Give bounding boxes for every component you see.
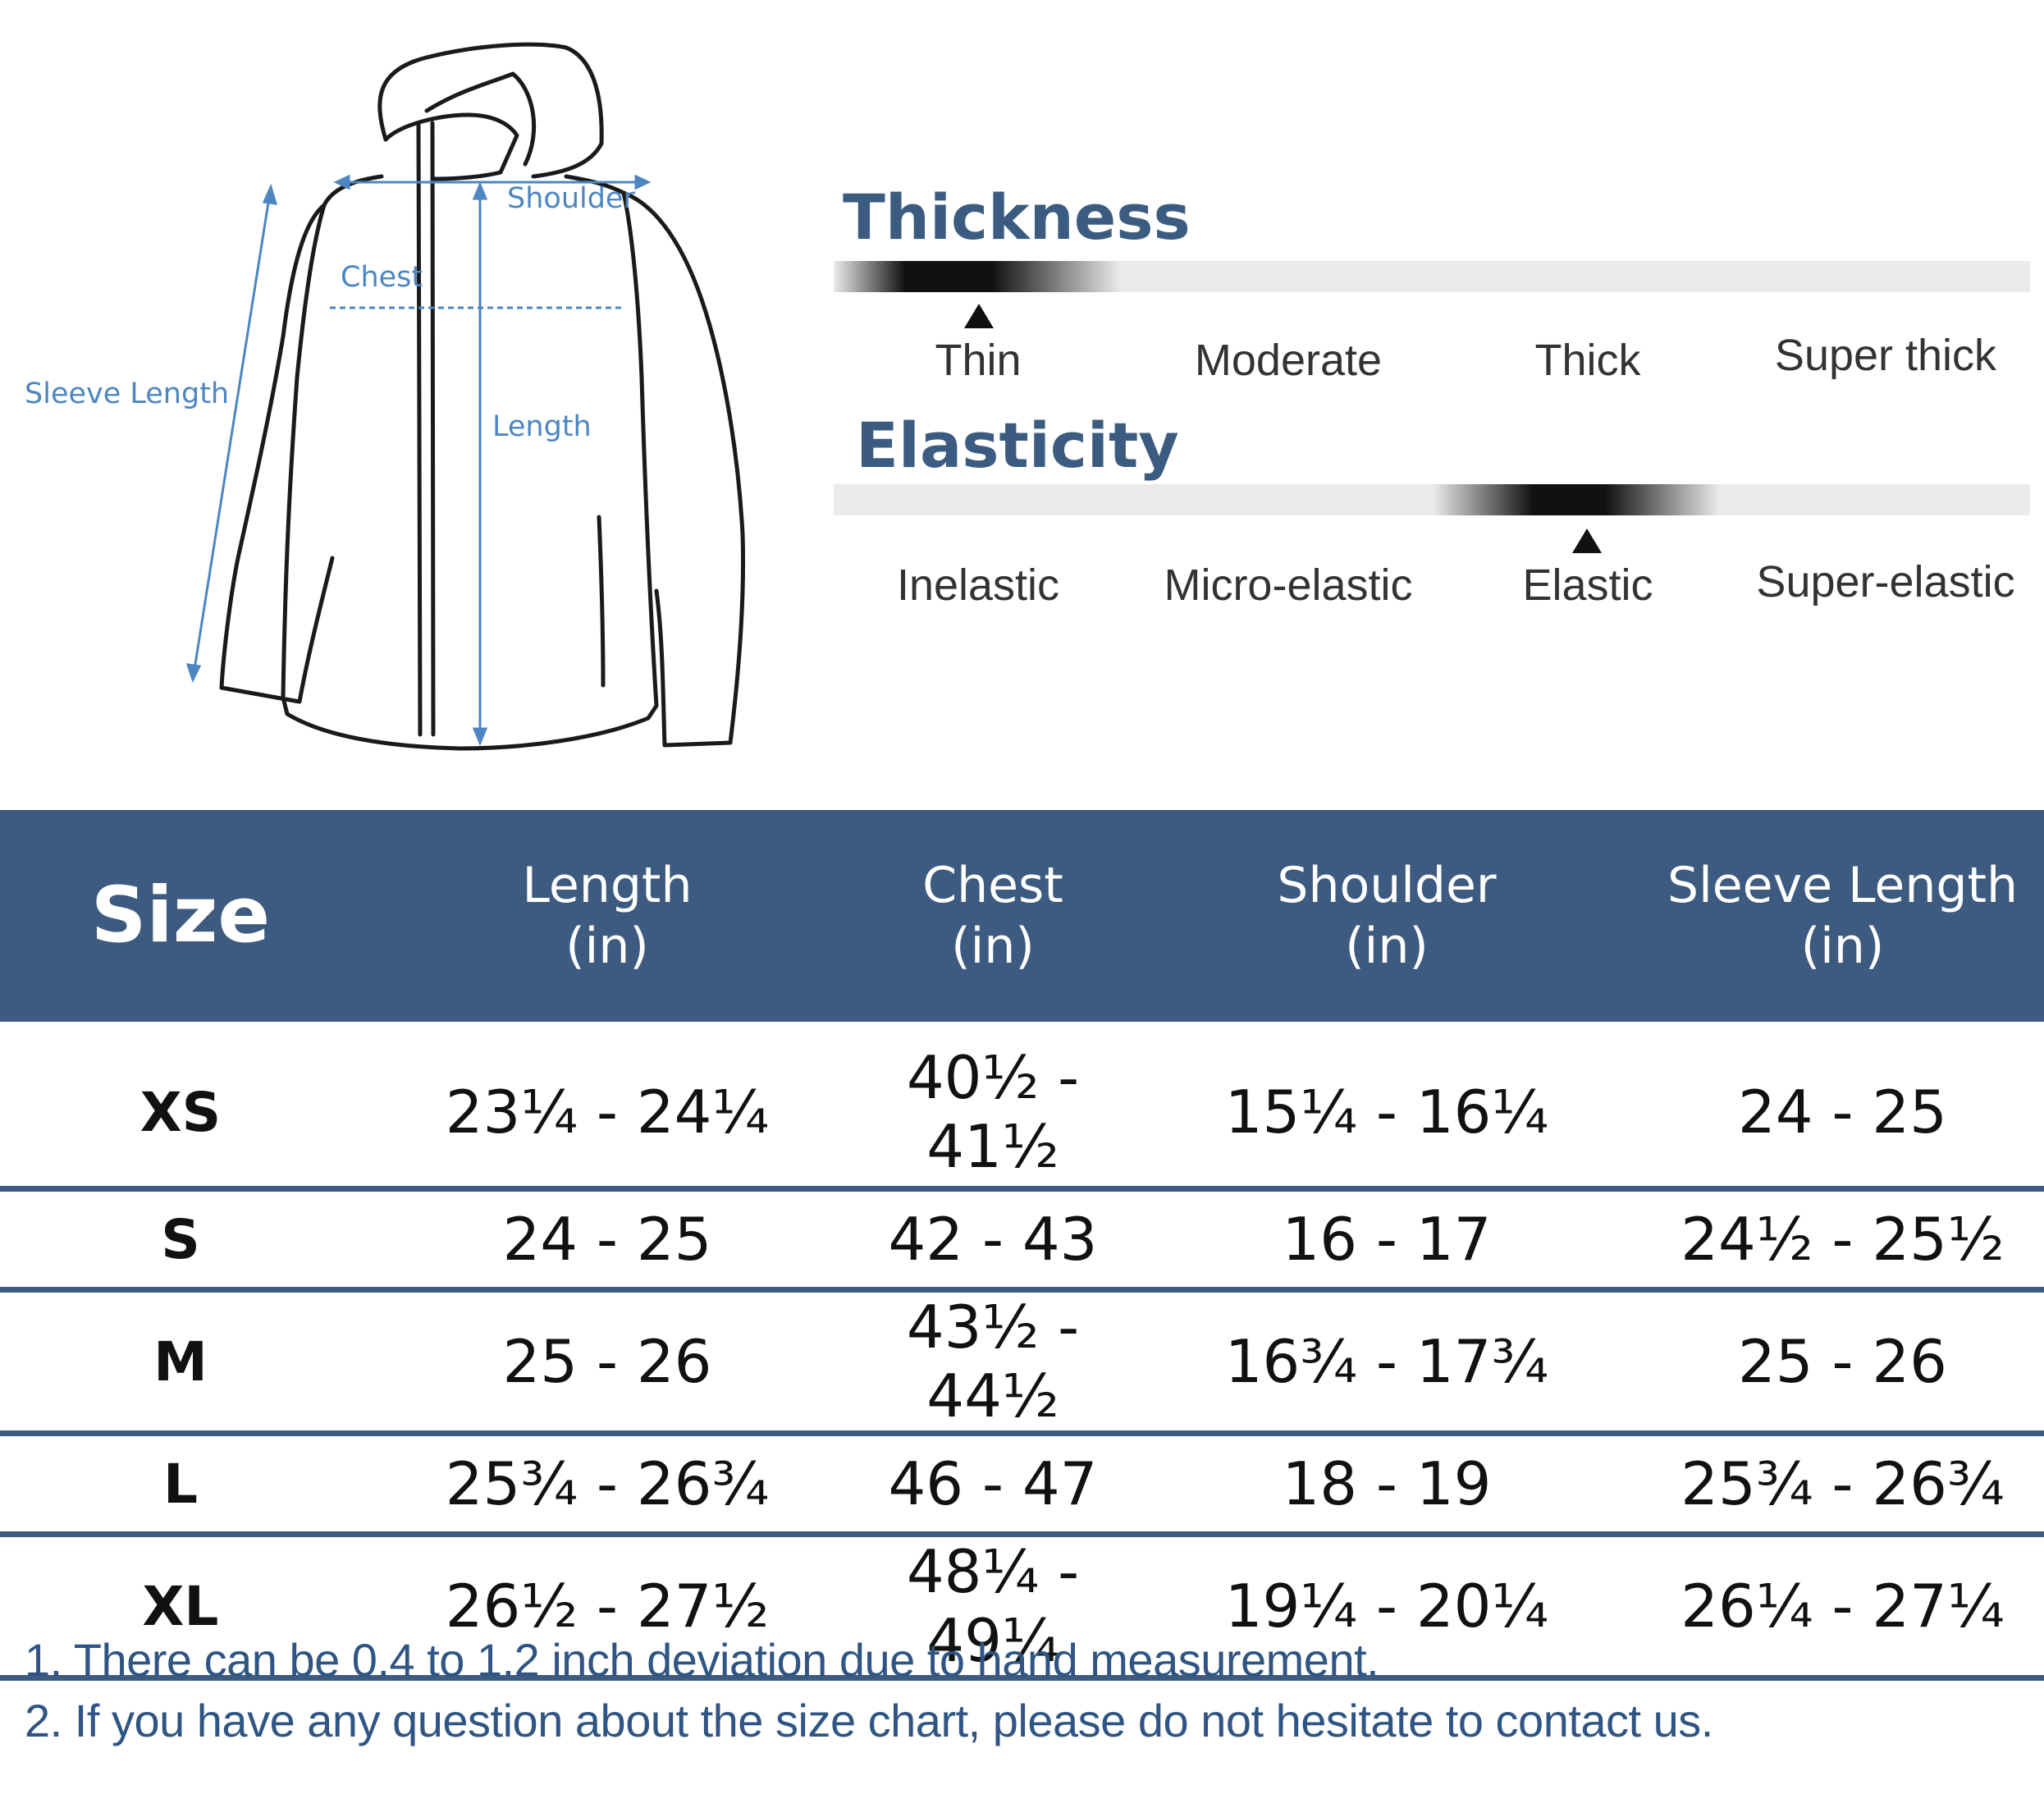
chest-cell: 46 - 47 [853,1433,1132,1537]
elasticity-marker-icon [1572,529,1602,553]
elasticity-title: Elasticity [856,409,1179,482]
thickness-track [834,261,2030,292]
thickness-option-thin: Thin [935,336,1022,385]
jacket-body [281,174,659,751]
elasticity-level [1433,484,1720,515]
sleeve-cell: 26¼ - 27¼ [1641,1534,2044,1681]
header-chest-name: Chest [922,857,1063,914]
sleeve-cell: 25 - 26 [1641,1289,2044,1436]
header-sleeve-length-name: Sleeve Length [1667,857,2019,914]
sleeve-cell: 24½ - 25½ [1641,1188,2044,1293]
sleeve-cell: 24 - 25 [1641,1022,2044,1192]
shoulder-cell: 18 - 19 [1132,1433,1641,1537]
header-shoulder-unit: (in) [1345,918,1429,975]
size-cell: S [0,1188,361,1293]
chest-cell: 43½ - 44½ [853,1289,1132,1436]
sleeve-cell: 25¾ - 26¾ [1641,1433,2044,1537]
elasticity-option-elastic: Elastic [1522,561,1653,610]
table-row: XS 23¼ - 24¼ 40½ - 41½ 15¼ - 16¼ 24 - 25 [0,1022,2044,1192]
shoulder-cell: 19¼ - 20¼ [1132,1534,1641,1681]
size-cell: XL [0,1534,361,1681]
table-header-row: Size Length (in) Chest (in) Shoulder (in… [0,810,2044,1022]
header-shoulder-name: Shoulder [1277,857,1497,914]
header-shoulder: Shoulder (in) [1132,810,1641,1022]
table-row: M 25 - 26 43½ - 44½ 16¾ - 17¾ 25 - 26 [0,1289,2044,1436]
size-cell: XS [0,1022,361,1192]
table-row: XL 26½ - 27½ 48¼ - 49¼ 19¼ - 20¼ 26¼ - 2… [0,1534,2044,1681]
length-cell: 26½ - 27½ [361,1534,853,1681]
thickness-option-thick: Thick [1534,336,1641,385]
jacket-right-sleeve [621,190,746,748]
table-row: S 24 - 25 42 - 43 16 - 17 24½ - 25½ [0,1188,2044,1293]
length-label: Length [492,410,592,443]
length-cell: 25 - 26 [361,1289,853,1436]
elasticity-option-micro-elastic: Micro-elastic [1164,561,1413,610]
note-contact: 2. If you have any question about the si… [25,1695,1713,1746]
thickness-level [834,261,1121,292]
shoulder-cell: 16¾ - 17¾ [1132,1289,1641,1436]
size-cell: L [0,1433,361,1537]
jacket-zipper [416,121,436,737]
shoulder-label: Shoulder [507,182,635,215]
header-size: Size [0,810,361,1022]
jacket-pocket [597,515,606,688]
jacket-diagram [185,42,746,751]
chest-cell: 42 - 43 [853,1188,1132,1293]
size-cell: M [0,1289,361,1436]
thickness-title: Thickness [843,181,1191,254]
jacket-hood-inner [424,71,537,167]
thickness-option-super-thick: Super thick [1774,331,1997,380]
elasticity-track [834,484,2030,515]
header-length: Length (in) [361,810,853,1022]
chest-label: Chest [341,261,423,294]
jacket-collar [383,112,519,181]
header-sleeve-length-unit: (in) [1800,918,1885,975]
sleeve-length-label: Sleeve Length [25,378,230,410]
size-table: Size Length (in) Chest (in) Shoulder (in… [0,810,2044,1681]
elasticity-option-inelastic: Inelastic [896,561,1060,610]
header-chest-unit: (in) [951,918,1035,975]
thickness-marker-icon [964,304,994,328]
table-row: L 25¾ - 26¾ 46 - 47 18 - 19 25¾ - 26¾ [0,1433,2044,1537]
note-deviation: 1. There can be 0.4 to 1.2 inch deviatio… [25,1634,1379,1686]
elasticity-option-super-elastic: Super-elastic [1756,557,2015,606]
shoulder-cell: 15¼ - 16¼ [1132,1022,1641,1192]
jacket-left-sleeve [219,203,335,704]
jacket-hood [377,42,604,179]
shoulder-cell: 16 - 17 [1132,1188,1641,1293]
chest-cell: 40½ - 41½ [853,1022,1132,1192]
header-sleeve-length: Sleeve Length (in) [1641,810,2044,1022]
sleeve-length-line [191,186,272,680]
chest-cell: 48¼ - 49¼ [853,1534,1132,1681]
length-cell: 23¼ - 24¼ [361,1022,853,1192]
header-length-unit: (in) [565,918,649,975]
thickness-option-moderate: Moderate [1194,336,1383,385]
length-cell: 25¾ - 26¾ [361,1433,853,1537]
header-chest: Chest (in) [853,810,1132,1022]
length-cell: 24 - 25 [361,1188,853,1293]
header-length-name: Length [522,857,693,914]
